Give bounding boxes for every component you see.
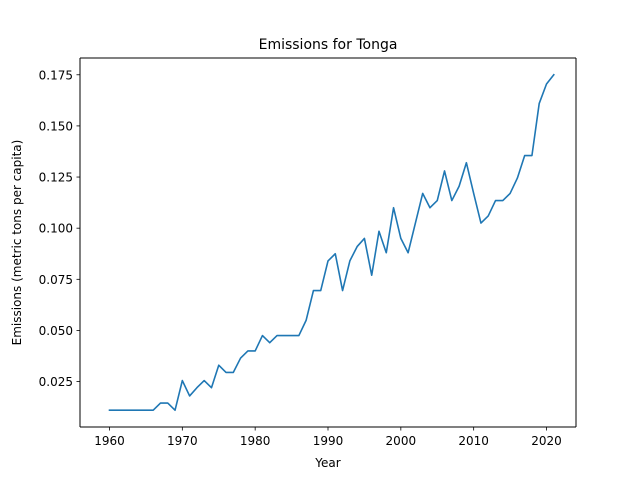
chart-title: Emissions for Tonga — [259, 37, 398, 53]
y-tick-label: 0.175 — [39, 68, 73, 82]
x-axis-label: Year — [314, 456, 340, 470]
x-tick-label: 2000 — [386, 434, 417, 448]
x-tick-label: 1980 — [240, 434, 271, 448]
y-tick-label: 0.150 — [39, 119, 73, 133]
x-tick-label: 1970 — [167, 434, 198, 448]
y-tick-label: 0.100 — [39, 222, 73, 236]
y-tick-label: 0.075 — [39, 273, 73, 287]
emissions-line — [108, 73, 555, 412]
plot-area — [80, 58, 576, 427]
y-tick-label: 0.025 — [39, 375, 73, 389]
x-tick-label: 2020 — [531, 434, 562, 448]
x-tick-label: 1960 — [94, 434, 125, 448]
x-axis: 1960 1970 1980 1990 2000 2010 2020 — [94, 427, 562, 448]
y-axis-label: Emissions (metric tons per capita) — [10, 140, 24, 346]
x-tick-label: 1990 — [313, 434, 344, 448]
y-tick-label: 0.125 — [39, 171, 73, 185]
x-tick-label: 2010 — [458, 434, 489, 448]
y-axis: 0.025 0.050 0.075 0.100 0.125 0.150 0.175 — [39, 68, 80, 389]
y-tick-label: 0.050 — [39, 324, 73, 338]
